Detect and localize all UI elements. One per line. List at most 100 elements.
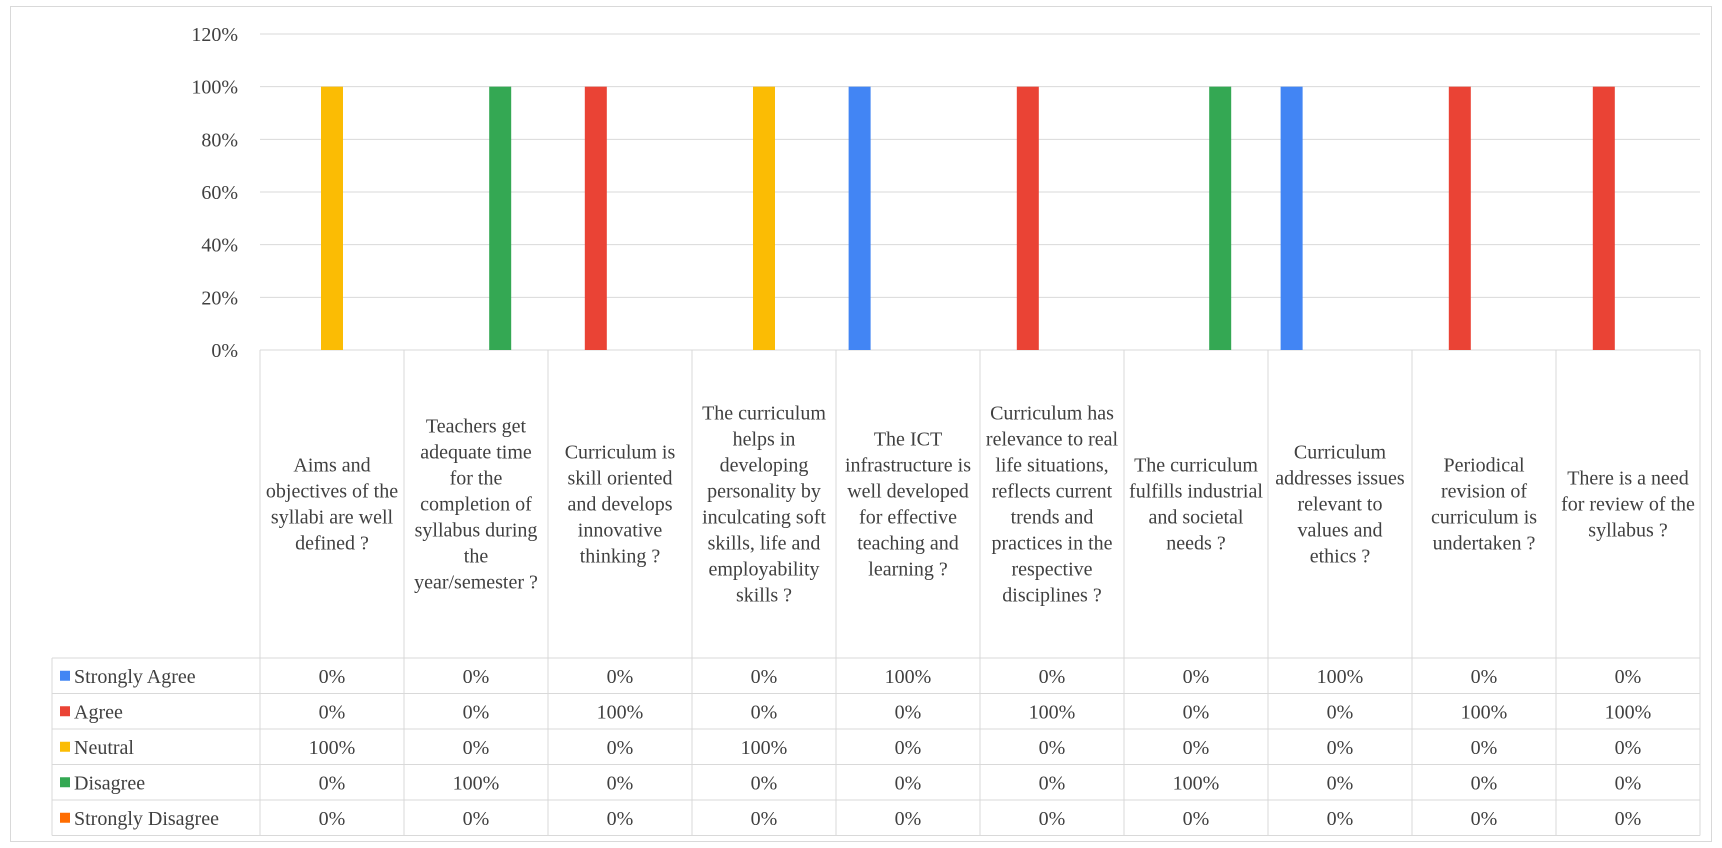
category-label: Curriculum has relevance to real life situ… [986, 403, 1119, 607]
data-label: 0% [1327, 737, 1354, 759]
legend-label: Strongly Disagree [74, 808, 219, 830]
category-label-line: trends and [1011, 507, 1094, 529]
category-label-line: relevant to [1298, 494, 1383, 516]
category-label-line: revision of [1441, 481, 1527, 503]
data-label: 0% [463, 701, 490, 723]
data-label: 0% [1327, 808, 1354, 830]
data-label: 0% [1471, 808, 1498, 830]
category-label-line: objectives of the [266, 481, 398, 503]
y-tick-label: 60% [201, 182, 238, 204]
category-label-line: undertaken ? [1433, 533, 1536, 555]
data-label: 0% [607, 737, 634, 759]
data-label: 0% [607, 772, 634, 794]
category-label-line: skill oriented [568, 468, 673, 490]
category-label-line: The ICT [874, 429, 942, 451]
category-label-line: Teachers get [426, 416, 527, 438]
data-label: 0% [463, 666, 490, 688]
data-label: 0% [319, 808, 346, 830]
category-label-line: skills, life and [708, 533, 821, 555]
data-label: 0% [1615, 666, 1642, 688]
category-label-line: skills ? [736, 585, 792, 607]
data-label: 100% [1173, 772, 1220, 794]
category-label: Periodical revision of curriculum is undert… [1431, 455, 1537, 555]
y-tick-label: 80% [201, 129, 238, 151]
data-label: 0% [1471, 666, 1498, 688]
data-label: 0% [463, 737, 490, 759]
category-label-line: developing [720, 455, 809, 477]
category-label-line: reflects current [992, 481, 1113, 503]
data-label: 0% [1615, 737, 1642, 759]
legend-swatch [60, 812, 70, 823]
y-tick-label: 40% [201, 235, 238, 257]
category-label-line: employability [708, 559, 819, 581]
data-label: 0% [751, 666, 778, 688]
data-label: 0% [1183, 737, 1210, 759]
bar [489, 86, 512, 351]
bar [1592, 86, 1615, 351]
category-label-line: disciplines ? [1002, 585, 1102, 607]
category-label-line: syllabus ? [1588, 520, 1668, 542]
data-label: 0% [895, 737, 922, 759]
category-label: The ICT infrastructure is well developed fo… [845, 429, 971, 581]
legend-swatch [60, 670, 70, 681]
bar [848, 86, 871, 351]
category-label-line: Curriculum is [565, 442, 676, 464]
data-label: 0% [1327, 701, 1354, 723]
data-label: 0% [463, 808, 490, 830]
data-label: 100% [1317, 666, 1364, 688]
category-label-line: defined ? [295, 533, 369, 555]
category-label-line: thinking ? [580, 546, 661, 568]
category-label-line: learning ? [868, 559, 948, 581]
category-label-line: Aims and [293, 455, 370, 477]
data-label: 100% [597, 701, 644, 723]
data-label: 0% [1183, 701, 1210, 723]
legend-label: Agree [74, 701, 123, 723]
data-label: 0% [319, 701, 346, 723]
data-table: Aims and objectives of the syllabi are wel… [51, 350, 1701, 836]
data-label: 100% [309, 737, 356, 759]
data-label: 0% [1039, 737, 1066, 759]
category-label: Curriculum addresses issues relevant to val… [1275, 442, 1405, 568]
category-label-line: teaching and [857, 533, 959, 555]
data-label: 100% [1605, 701, 1652, 723]
category-label-line: year/semester ? [414, 572, 538, 594]
category-label-line: practices in the [991, 533, 1112, 555]
category-label-line: inculcating soft [702, 507, 826, 529]
category-label: The curriculum fulfills industrial and soc… [1129, 455, 1263, 555]
category-label: Teachers get adequate time for the completi… [414, 416, 538, 594]
data-label: 0% [751, 701, 778, 723]
bar [753, 86, 775, 351]
legend-label: Neutral [74, 737, 134, 759]
data-label: 0% [1039, 666, 1066, 688]
category-label-line: well developed [847, 481, 969, 503]
category-label-line: Curriculum [1294, 442, 1387, 464]
bar [584, 86, 607, 351]
category-label-line: ethics ? [1310, 546, 1371, 568]
category-label: Curriculum is skill oriented and develops i… [565, 442, 676, 568]
data-label: 0% [895, 701, 922, 723]
data-label: 0% [895, 772, 922, 794]
category-label-line: life situations, [995, 455, 1108, 477]
category-label-line: addresses issues [1275, 468, 1405, 490]
category-label-line: values and [1298, 520, 1383, 542]
category-label-line: The curriculum [1134, 455, 1258, 477]
data-label: 0% [1183, 666, 1210, 688]
chart-frame [10, 6, 1712, 842]
data-label: 0% [751, 772, 778, 794]
category-label-line: for effective [859, 507, 957, 529]
data-label: 0% [751, 808, 778, 830]
category-label-line: fulfills industrial [1129, 481, 1263, 503]
data-label: 0% [1039, 808, 1066, 830]
data-label: 0% [319, 666, 346, 688]
category-label-line: and societal [1149, 507, 1244, 529]
category-label-line: for review of the [1561, 494, 1695, 516]
category-label-line: syllabus during [415, 520, 538, 542]
category-label: The curriculum helps in developing personal… [702, 403, 826, 607]
category-label-line: relevance to real [986, 429, 1119, 451]
data-label: 100% [885, 666, 932, 688]
category-label-line: personality by [707, 481, 821, 503]
category-label-line: infrastructure is [845, 455, 971, 477]
bar [1280, 86, 1303, 351]
data-label: 0% [1327, 772, 1354, 794]
